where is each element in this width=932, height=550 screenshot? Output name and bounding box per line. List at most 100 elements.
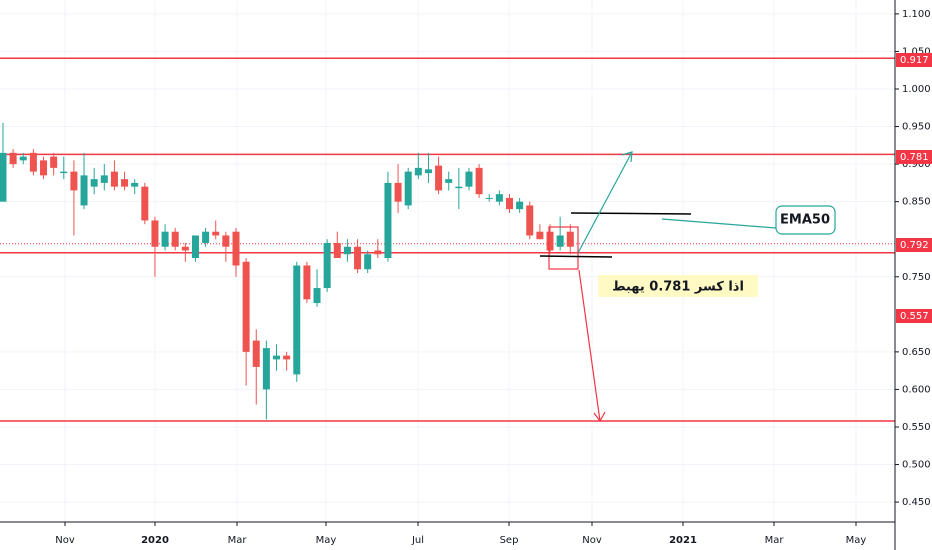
y-tick-label: 0.500 xyxy=(902,460,931,471)
candle-body xyxy=(181,246,189,251)
y-tick-label: 0.750 xyxy=(902,272,931,283)
candle-body xyxy=(222,235,230,247)
down-arrow-head xyxy=(593,411,606,423)
candle-body xyxy=(232,231,240,266)
note-box xyxy=(598,275,758,297)
down-arrow xyxy=(578,269,601,422)
candle-body xyxy=(516,201,524,210)
candle-body xyxy=(435,165,443,191)
candle-body xyxy=(90,179,98,187)
candle-body xyxy=(303,265,311,300)
candle-body xyxy=(343,246,351,255)
y-tick-label: 0.950 xyxy=(902,122,931,133)
ema-label: EMA50 xyxy=(780,213,830,228)
drawings: EMA50 اذا كسر 0.781 يهبط xyxy=(539,151,836,423)
price-tag: 0.781 xyxy=(900,152,929,163)
ema-line xyxy=(570,212,692,215)
candle-body xyxy=(445,179,453,183)
candle-body xyxy=(495,194,503,202)
y-tick-label: 1.000 xyxy=(902,84,931,95)
x-tick-label: Sep xyxy=(500,535,519,546)
price-tag-box xyxy=(896,53,932,67)
x-tick-label: Jul xyxy=(411,535,424,546)
candle-body xyxy=(424,169,432,174)
candle-body xyxy=(100,175,108,183)
candle-body xyxy=(283,355,291,360)
up-arrow xyxy=(577,151,633,254)
candle-body xyxy=(110,171,118,187)
ema-box xyxy=(775,205,836,235)
candle-body xyxy=(323,242,331,289)
candle-body xyxy=(313,288,321,304)
x-tick-label: Mar xyxy=(228,535,248,546)
candle-body xyxy=(273,355,281,360)
candle-body xyxy=(566,231,574,247)
candle-body xyxy=(141,186,149,221)
levels xyxy=(0,57,895,422)
x-tick-label: 2020 xyxy=(141,535,169,546)
y-tick-label: 0.850 xyxy=(902,197,931,208)
candle-body xyxy=(40,160,48,176)
price-tag-box xyxy=(896,238,932,252)
price-tag: 0.917 xyxy=(900,55,929,66)
candles xyxy=(0,122,574,420)
x-tick-label: Nov xyxy=(582,535,602,546)
candle-body xyxy=(9,152,17,165)
candle-body xyxy=(506,197,513,210)
x-tick-label: May xyxy=(316,535,337,546)
candle-body xyxy=(384,182,392,258)
candle-body xyxy=(29,152,37,172)
candle-body xyxy=(171,231,179,247)
candle-body xyxy=(50,156,58,168)
ema-pointer xyxy=(661,218,777,229)
candle-body xyxy=(131,182,139,187)
candle-body xyxy=(465,171,473,187)
y-tick-label: 0.650 xyxy=(902,347,931,358)
candle-body xyxy=(202,231,210,243)
candle-body xyxy=(60,171,68,174)
y-tick-label: 1.050 xyxy=(902,46,931,57)
candle-body xyxy=(191,235,199,258)
candle-body xyxy=(414,167,422,176)
y-tick-label: 0.450 xyxy=(902,497,931,508)
price-tag: 0.557 xyxy=(900,311,929,322)
candle-body xyxy=(161,231,169,247)
candle-body xyxy=(526,205,534,236)
break-line xyxy=(539,255,613,258)
y-tick-label: 0.600 xyxy=(902,384,931,395)
candle-body xyxy=(536,231,544,240)
candle-body xyxy=(0,152,7,202)
candle-body xyxy=(70,171,78,191)
x-tick-label: May xyxy=(846,535,867,546)
price-tag-box xyxy=(896,309,932,323)
x-tick-label: Nov xyxy=(55,535,75,546)
candle-body xyxy=(455,186,463,189)
candle-body xyxy=(374,250,382,255)
candle-body xyxy=(364,254,372,270)
highlight-box xyxy=(548,226,579,270)
price-tags: 0.917 0.781 0.792 0.557 xyxy=(896,53,932,323)
candle-body xyxy=(80,175,88,206)
candle-body xyxy=(394,182,402,202)
candle-body xyxy=(212,231,220,236)
candle-body xyxy=(485,197,493,199)
y-tick-label: 1.100 xyxy=(902,9,931,20)
candle-body xyxy=(404,171,412,206)
axes: 1.100 1.050 1.000 0.950 0.900 0.850 0.750 0.650… xyxy=(55,9,930,546)
candle-body xyxy=(475,167,483,195)
up-arrow-head xyxy=(621,151,633,163)
candle-body xyxy=(556,235,564,247)
candle-body xyxy=(546,231,554,251)
candle-body xyxy=(19,156,27,161)
y-tick-label: 0.900 xyxy=(902,159,931,170)
note-text: اذا كسر 0.781 يهبط xyxy=(612,280,744,295)
candle-body xyxy=(293,265,301,375)
candle-body xyxy=(121,179,129,187)
candle-body xyxy=(262,348,270,390)
y-tick-label: 0.550 xyxy=(902,422,931,433)
price-tag: 0.792 xyxy=(900,240,929,251)
x-tick-label: 2021 xyxy=(669,535,697,546)
candle-body xyxy=(151,220,159,247)
